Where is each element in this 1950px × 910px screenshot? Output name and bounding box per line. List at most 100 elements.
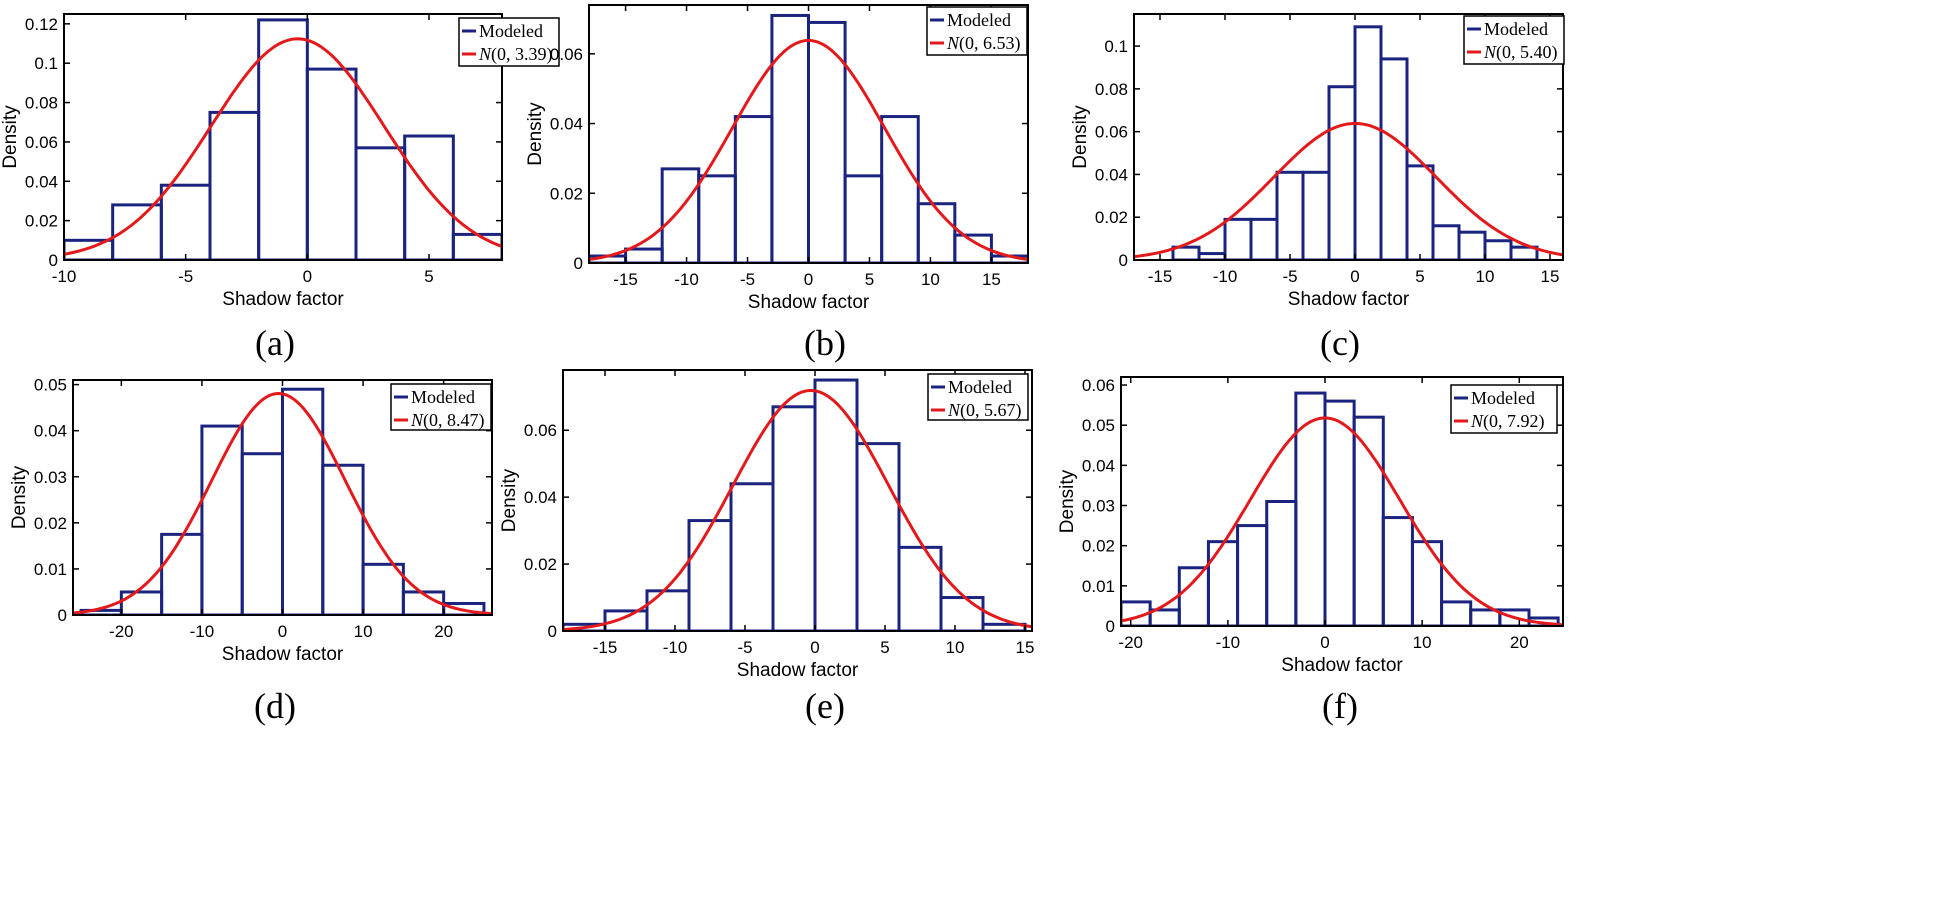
x-tick-label: -10: [1216, 633, 1241, 652]
legend-fit-label: N(0, 5.40): [1483, 42, 1558, 63]
axes-frame: [562, 369, 1033, 632]
y-tick-label: 0.06: [550, 45, 583, 64]
y-tick-label: 0: [49, 251, 58, 270]
x-tick-label: -20: [1118, 633, 1143, 652]
histogram-panel-1: -10 -5 0 5 0 0.02 0.04 0.06 0.08 0.1 0.12 Shadow fa…: [0, 13, 560, 310]
histogram-bar: [880, 115, 920, 263]
histogram-panel-4: -20 -10 0 10 20 0 0.01 0.02 0.03 0.04 0.05 Shadow f…: [9, 376, 493, 665]
histogram-bar: [64, 238, 115, 260]
x-tick-label: 10: [1476, 267, 1495, 286]
y-tick-label: 0.05: [34, 376, 67, 395]
histogram-bar: [354, 146, 407, 260]
y-tick-label: 0.12: [25, 15, 58, 34]
histogram-bar: [1236, 524, 1269, 626]
histogram-bar: [624, 247, 664, 263]
histogram-bar: [1148, 608, 1181, 626]
y-tick-label: 0.02: [524, 555, 557, 574]
histogram-bar: [1457, 230, 1487, 260]
y-tick-label: 0.04: [550, 115, 583, 134]
x-tick-label: 10: [946, 638, 965, 657]
x-tick-label: -5: [1282, 267, 1297, 286]
y-tick-label: 0: [58, 606, 67, 625]
x-tick-label: 5: [424, 267, 433, 286]
histogram-bar: [1323, 399, 1356, 626]
x-axis-label: Shadow factor: [1288, 289, 1410, 310]
y-tick-label: 0.04: [25, 172, 58, 191]
histogram-bar: [1177, 566, 1210, 626]
legend-fit-label: N(0, 3.39): [478, 44, 553, 65]
x-axis-label: Shadow factor: [737, 660, 859, 681]
histogram-bar: [200, 424, 244, 615]
x-tick-label: -5: [740, 270, 755, 289]
histogram-bars: [64, 18, 502, 260]
x-tick-label: 5: [880, 638, 889, 657]
y-tick-label: 0.1: [34, 54, 58, 73]
histogram-bar: [1483, 239, 1513, 260]
legend-box: [458, 17, 560, 67]
y-tick-label: 0.04: [34, 422, 67, 441]
x-tick-label: 5: [1415, 267, 1424, 286]
y-tick-label: 0.03: [1082, 497, 1115, 516]
x-tick-label: 0: [804, 270, 813, 289]
legend-fit-label: N(0, 8.47): [410, 410, 485, 431]
histogram-bar: [771, 405, 817, 631]
y-tick-label: 0.04: [524, 488, 557, 507]
x-tick-label: -15: [593, 638, 618, 657]
histogram-bar: [1379, 57, 1409, 260]
x-tick-label: 15: [982, 270, 1001, 289]
histogram-bar: [1509, 245, 1539, 260]
y-tick-label: 0: [1106, 617, 1115, 636]
y-tick-label: 0: [548, 622, 557, 641]
y-tick-label: 0.06: [25, 133, 58, 152]
histogram-bar: [1265, 500, 1298, 626]
legend-modeled-label: Modeled: [947, 10, 1011, 30]
y-tick-label: 0.06: [1095, 123, 1128, 142]
histogram-bar: [257, 18, 309, 260]
histogram-panel-2: -15 -10 -5 0 5 10 15 0 0.02 0.04 0.06 Shadow factor…: [525, 4, 1029, 313]
x-tick-label: -10: [52, 267, 77, 286]
y-tick-label: 0: [574, 254, 583, 273]
panel-label: (a): [255, 323, 295, 363]
x-tick-label: 0: [303, 267, 312, 286]
x-tick-label: -15: [613, 270, 638, 289]
histogram-bar: [1206, 540, 1240, 626]
x-tick-label: 20: [434, 622, 453, 641]
x-tick-label: -10: [674, 270, 699, 289]
y-tick-label: 0.01: [1082, 577, 1115, 596]
histogram-bar: [119, 590, 164, 615]
histogram-panel-3: -15 -10 -5 0 5 10 15 0 0.02 0.04 0.06 0.08 0.1 Shadow…: [1070, 13, 1565, 310]
y-tick-label: 0.02: [25, 212, 58, 231]
x-axis-label: Shadow factor: [1281, 655, 1403, 676]
histogram-bar: [660, 167, 701, 263]
x-tick-label: 15: [1541, 267, 1560, 286]
y-axis-label: Density: [0, 105, 21, 169]
x-tick-label: 10: [921, 270, 940, 289]
x-tick-label: -10: [1213, 267, 1238, 286]
x-axis-label: Shadow factor: [222, 289, 344, 310]
histogram-bar: [733, 115, 774, 263]
legend-box: [926, 6, 1028, 56]
y-tick-label: 0.08: [1095, 80, 1128, 99]
histogram-bar: [697, 174, 737, 263]
x-axis-label: Shadow factor: [222, 644, 344, 665]
y-tick-label: 0.06: [1082, 376, 1115, 395]
panel-label: (c): [1320, 323, 1360, 363]
x-tick-label: 10: [1413, 633, 1432, 652]
histogram-bar: [321, 463, 365, 615]
x-tick-label: 10: [354, 622, 373, 641]
y-tick-label: 0.08: [25, 94, 58, 113]
legend-box: [1463, 15, 1565, 65]
x-tick-label: -15: [1148, 267, 1173, 286]
histogram-bar: [361, 562, 405, 615]
histogram-bar: [916, 202, 957, 263]
x-tick-label: -5: [737, 638, 752, 657]
x-tick-label: 0: [1320, 633, 1329, 652]
axes-frame: [1120, 376, 1564, 627]
y-axis-label: Density: [525, 102, 546, 166]
histogram-bar: [1275, 170, 1305, 260]
histogram-bar: [1223, 217, 1253, 260]
histogram-bar: [1431, 224, 1461, 260]
histogram-bar: [208, 110, 261, 260]
normal-fit-curve: [64, 37, 502, 256]
legend-modeled-label: Modeled: [1471, 388, 1535, 408]
